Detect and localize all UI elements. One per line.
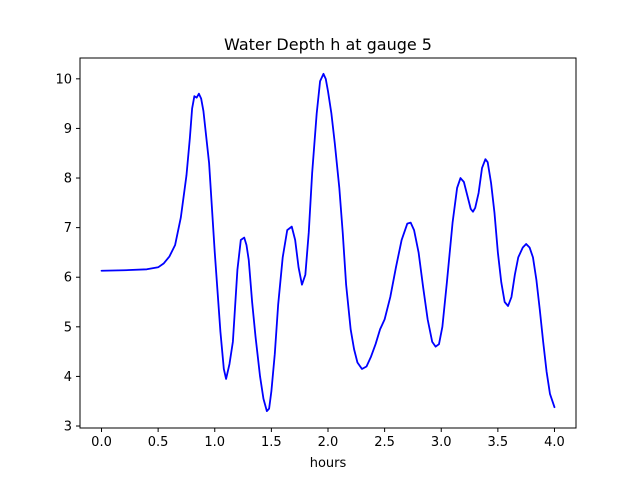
y-tick-label: 8 <box>64 172 72 187</box>
y-axis-ticks: 3 4 5 6 7 8 9 10 <box>55 72 80 435</box>
y-tick-label: 10 <box>55 72 72 87</box>
y-tick-label: 6 <box>64 271 72 286</box>
y-tick-label: 4 <box>64 370 72 385</box>
series-line <box>100 72 556 413</box>
x-tick-label: 1.0 <box>204 435 225 450</box>
x-tick-label: 0.5 <box>148 435 169 450</box>
x-tick-label: 3.5 <box>488 435 509 450</box>
y-tick-label: 7 <box>64 221 72 236</box>
x-tick-label: 3.0 <box>431 435 452 450</box>
y-tick-label: 5 <box>64 320 72 335</box>
x-tick-label: 1.5 <box>261 435 282 450</box>
x-tick-label: 2.0 <box>318 435 339 450</box>
plot-frame <box>79 57 577 429</box>
plot-area <box>80 58 576 428</box>
x-tick-label: 2.5 <box>374 435 395 450</box>
x-axis-label: hours <box>310 456 347 471</box>
y-tick-label: 9 <box>64 122 72 137</box>
series-group <box>100 72 556 413</box>
y-tick-label: 3 <box>64 420 72 435</box>
chart-title: Water Depth h at gauge 5 <box>224 35 432 54</box>
x-tick-label: 4.0 <box>544 435 565 450</box>
x-axis-ticks: 0.0 0.5 1.0 1.5 2.0 2.5 3.0 3.5 4.0 <box>91 428 565 450</box>
x-tick-label: 0.0 <box>91 435 112 450</box>
